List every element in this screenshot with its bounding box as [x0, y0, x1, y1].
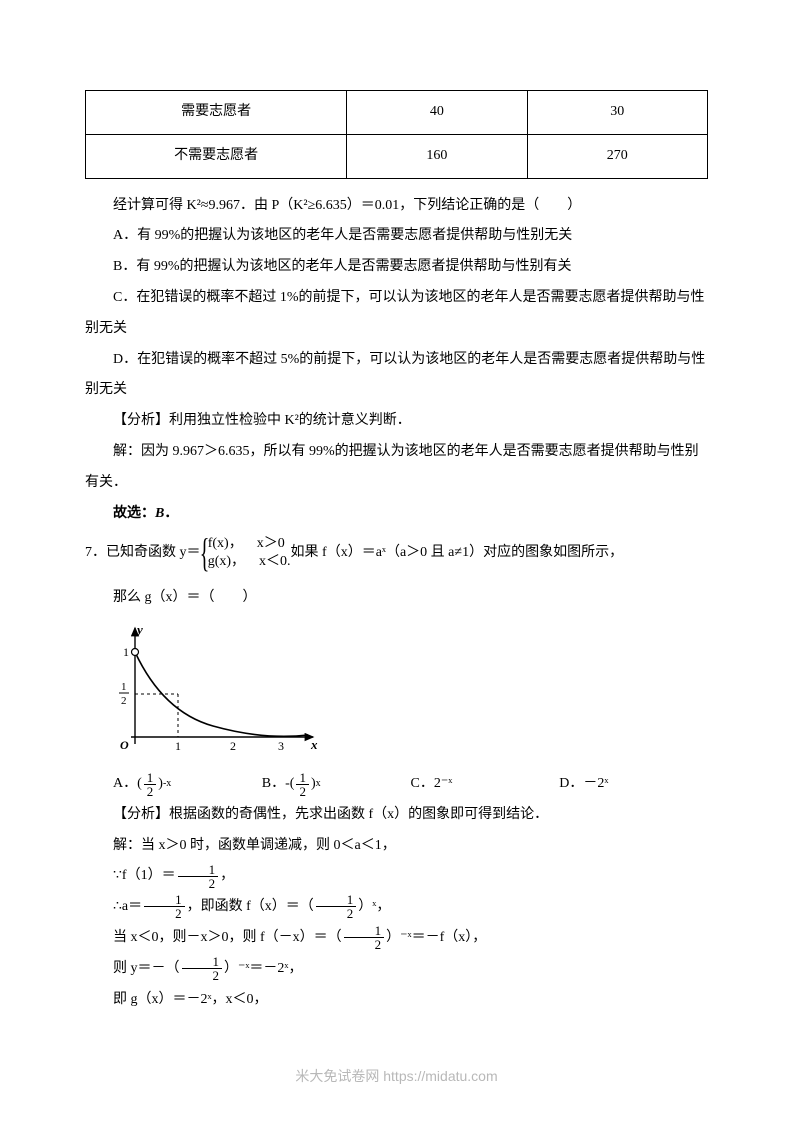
table-row: 需要志愿者 40 30	[86, 91, 708, 135]
piecewise: f(x)， x＞0 g(x)， x＜0.	[208, 535, 291, 571]
x-tick-3: 3	[278, 739, 284, 752]
q7-option-d: D．－2ˣ	[559, 769, 708, 800]
cell: 270	[527, 134, 707, 178]
q7-sol4: 当 x＜0，则－x＞0，则 f（－x）＝（12）⁻ˣ＝－f（x），	[85, 923, 708, 954]
answer-label: 故选：	[113, 506, 155, 521]
x-tick-2: 2	[230, 739, 236, 752]
q7-number: 7．	[85, 538, 106, 569]
q6-answer: 故选：B．	[85, 499, 708, 530]
origin-label: O	[120, 738, 129, 752]
y-axis-label: y	[135, 622, 143, 637]
q6-option-a: A．有 99%的把握认为该地区的老年人是否需要志愿者提供帮助与性别无关	[85, 221, 708, 252]
q7-stem-b: 如果 f（x）＝aˣ（a＞0 且 a≠1）对应的图象如图所示，	[291, 538, 624, 569]
y-frac-d: 2	[121, 695, 127, 707]
function-graph: 1 1 2 O 1 2 3 y x	[113, 622, 708, 765]
x-tick-1: 1	[175, 739, 181, 752]
q7-option-c: C．2⁻ˣ	[411, 769, 560, 800]
q7-option-a: A．(12)-x	[113, 769, 262, 800]
q6-option-c: C．在犯错误的概率不超过 1%的前提下，可以认为该地区的老年人是否需要志愿者提供…	[85, 283, 708, 345]
q7-stem-a: 已知奇函数 y＝	[106, 538, 201, 569]
q7-sol2: ∵f（1）＝12，	[85, 861, 708, 892]
q7-stem-line1: 7． 已知奇函数 y＝ { f(x)， x＞0 g(x)， x＜0. 如果 f（…	[85, 533, 708, 573]
cell: 30	[527, 91, 707, 135]
brace-icon: {	[199, 533, 209, 573]
q7-option-b: B．-(12)x	[262, 769, 411, 800]
q7-sol1: 解：当 x＞0 时，函数单调递减，则 0＜a＜1，	[85, 831, 708, 862]
q7-options: A．(12)-x B．-(12)x C．2⁻ˣ D．－2ˣ	[113, 769, 708, 800]
q7-sol5: 则 y＝－（12）⁻ˣ＝－2ˣ，	[85, 954, 708, 985]
q7-analysis: 【分析】根据函数的奇偶性，先求出函数 f（x）的图象即可得到结论．	[85, 800, 708, 831]
page-footer: 米大免试卷网 https://midatu.com	[0, 1061, 793, 1092]
y-tick-1: 1	[123, 645, 129, 659]
q7-sol3: ∴a＝12，即函数 f（x）＝（12）ˣ，	[85, 892, 708, 923]
q6-option-d: D．在犯错误的概率不超过 5%的前提下，可以认为该地区的老年人是否需要志愿者提供…	[85, 345, 708, 407]
cell: 不需要志愿者	[86, 134, 347, 178]
cell: 40	[347, 91, 527, 135]
q7-sol6: 即 g（x）＝－2ˣ，x＜0，	[85, 985, 708, 1016]
x-axis-label: x	[310, 737, 318, 752]
q7-stem-line2: 那么 g（x）＝（ ）	[85, 583, 708, 614]
answer-value: B	[155, 506, 164, 521]
y-frac-n: 1	[121, 681, 127, 693]
q6-analysis: 【分析】利用独立性检验中 K²的统计意义判断．	[85, 406, 708, 437]
cell: 160	[347, 134, 527, 178]
q6-solution: 解：因为 9.967＞6.635，所以有 99%的把握认为该地区的老年人是否需要…	[85, 437, 708, 499]
cell: 需要志愿者	[86, 91, 347, 135]
q6-stem: 经计算可得 K²≈9.967．由 P（K²≥6.635）＝0.01，下列结论正确…	[85, 191, 708, 222]
data-table: 需要志愿者 40 30 不需要志愿者 160 270	[85, 90, 708, 179]
q6-option-b: B．有 99%的把握认为该地区的老年人是否需要志愿者提供帮助与性别有关	[85, 252, 708, 283]
table-row: 不需要志愿者 160 270	[86, 134, 708, 178]
